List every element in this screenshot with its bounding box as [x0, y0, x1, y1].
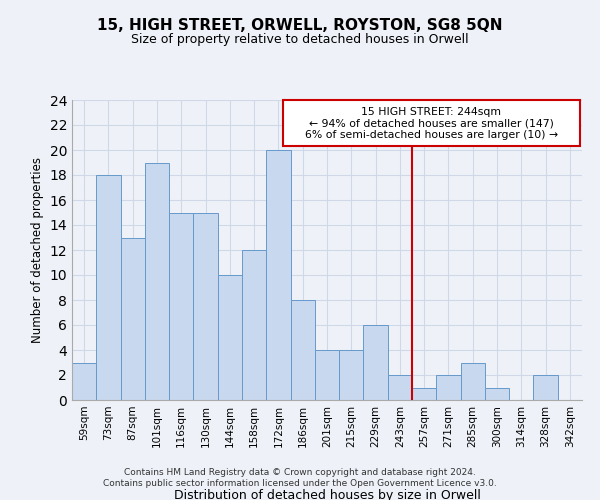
Bar [436, 375, 461, 400]
Bar [533, 375, 558, 400]
Bar [364, 325, 388, 400]
Bar [193, 212, 218, 400]
Bar [121, 238, 145, 400]
Text: 15 HIGH STREET: 244sqm
← 94% of detached houses are smaller (147)
6% of semi-det: 15 HIGH STREET: 244sqm ← 94% of detached… [305, 106, 558, 140]
Bar [72, 362, 96, 400]
X-axis label: Distribution of detached houses by size in Orwell: Distribution of detached houses by size … [173, 488, 481, 500]
Text: Contains HM Land Registry data © Crown copyright and database right 2024.
Contai: Contains HM Land Registry data © Crown c… [103, 468, 497, 487]
Bar [218, 275, 242, 400]
Bar [461, 362, 485, 400]
Bar [315, 350, 339, 400]
Text: Size of property relative to detached houses in Orwell: Size of property relative to detached ho… [131, 32, 469, 46]
Bar [242, 250, 266, 400]
FancyBboxPatch shape [283, 100, 580, 146]
Bar [339, 350, 364, 400]
Bar [388, 375, 412, 400]
Bar [412, 388, 436, 400]
Bar [266, 150, 290, 400]
Y-axis label: Number of detached properties: Number of detached properties [31, 157, 44, 343]
Bar [96, 175, 121, 400]
Bar [169, 212, 193, 400]
Text: 15, HIGH STREET, ORWELL, ROYSTON, SG8 5QN: 15, HIGH STREET, ORWELL, ROYSTON, SG8 5Q… [97, 18, 503, 32]
Bar [290, 300, 315, 400]
Bar [145, 162, 169, 400]
Bar [485, 388, 509, 400]
